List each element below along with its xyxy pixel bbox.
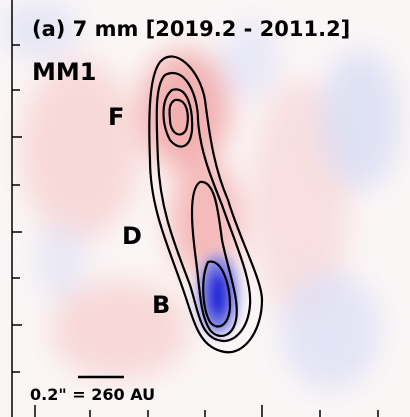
source-label: MM1 (32, 58, 96, 86)
component-label: B (152, 291, 170, 319)
axis-ticks (11, 0, 379, 417)
emission-map (0, 0, 400, 390)
component-label: D (122, 222, 142, 250)
component-label: F (108, 103, 124, 131)
contours (148, 55, 264, 354)
scale-bar-label: 0.2" = 260 AU (30, 385, 155, 404)
panel-title: (a) 7 mm [2019.2 - 2011.2] (32, 17, 350, 41)
